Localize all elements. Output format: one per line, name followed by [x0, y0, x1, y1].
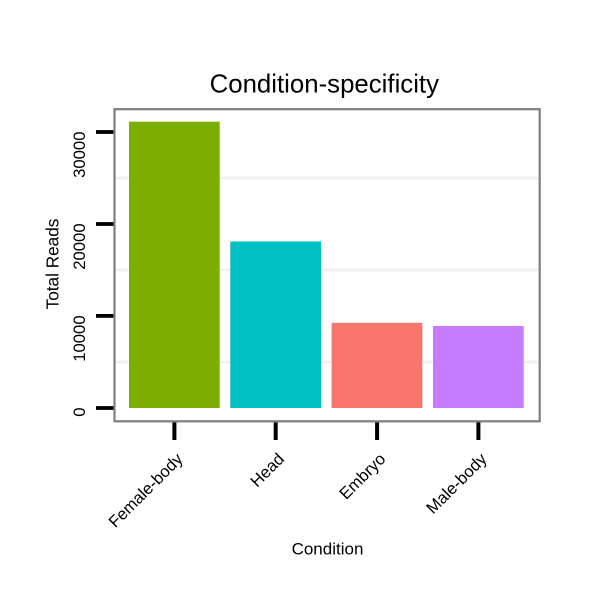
svg-text:10000: 10000: [70, 315, 89, 361]
svg-text:Condition: Condition: [292, 539, 364, 558]
svg-text:20000: 20000: [70, 223, 89, 269]
svg-text:Condition-specificity: Condition-specificity: [210, 70, 440, 98]
svg-text:30000: 30000: [70, 132, 89, 178]
svg-text:Total Reads: Total Reads: [43, 219, 63, 310]
svg-text:0: 0: [70, 408, 89, 417]
